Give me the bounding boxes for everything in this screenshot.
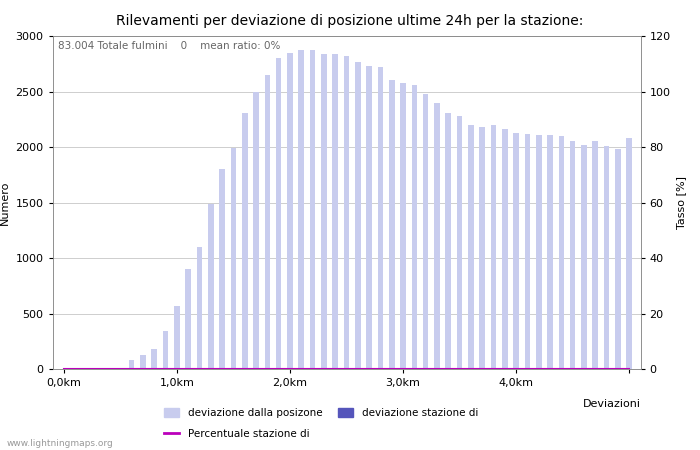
Bar xyxy=(423,94,428,369)
Bar xyxy=(309,50,316,369)
Bar xyxy=(412,85,417,369)
Bar xyxy=(344,56,349,369)
Bar xyxy=(366,66,372,369)
Bar xyxy=(230,148,237,369)
Bar xyxy=(332,54,338,369)
Bar xyxy=(287,53,293,369)
Bar xyxy=(242,112,248,369)
Bar xyxy=(389,81,395,369)
Bar xyxy=(434,103,440,369)
Y-axis label: Tasso [%]: Tasso [%] xyxy=(676,176,686,229)
Bar xyxy=(547,135,553,369)
Bar xyxy=(513,133,519,369)
Y-axis label: Numero: Numero xyxy=(0,180,10,225)
Bar xyxy=(592,141,598,369)
Bar xyxy=(208,203,213,369)
Bar xyxy=(321,54,327,369)
Bar xyxy=(445,112,451,369)
Bar xyxy=(457,116,463,369)
Bar xyxy=(480,127,485,369)
Bar xyxy=(559,136,564,369)
Text: Rilevamenti per deviazione di posizione ultime 24h per la stazione:: Rilevamenti per deviazione di posizione … xyxy=(116,14,584,27)
Bar xyxy=(536,135,542,369)
Bar xyxy=(140,355,146,369)
Text: 83.004 Totale fulmini    0    mean ratio: 0%: 83.004 Totale fulmini 0 mean ratio: 0% xyxy=(58,41,281,51)
Bar xyxy=(468,125,474,369)
Bar xyxy=(524,134,531,369)
Bar xyxy=(626,138,632,369)
Text: www.lightningmaps.org: www.lightningmaps.org xyxy=(7,439,113,448)
Bar xyxy=(174,306,180,369)
Bar xyxy=(265,75,270,369)
Bar xyxy=(491,125,496,369)
Bar xyxy=(603,146,610,369)
Bar xyxy=(186,269,191,369)
Bar xyxy=(129,360,134,369)
Bar xyxy=(570,141,575,369)
Bar xyxy=(151,349,157,369)
Bar xyxy=(162,331,169,369)
Bar xyxy=(197,247,202,369)
Text: Deviazioni: Deviazioni xyxy=(582,399,640,409)
Bar xyxy=(615,149,621,369)
Bar xyxy=(400,83,406,369)
Bar xyxy=(581,145,587,369)
Bar xyxy=(298,50,304,369)
Bar xyxy=(355,62,360,369)
Bar xyxy=(502,129,508,369)
Bar xyxy=(219,169,225,369)
Legend: Percentuale stazione di: Percentuale stazione di xyxy=(164,429,309,439)
Bar xyxy=(253,91,259,369)
Bar xyxy=(377,67,384,369)
Bar xyxy=(276,58,281,369)
